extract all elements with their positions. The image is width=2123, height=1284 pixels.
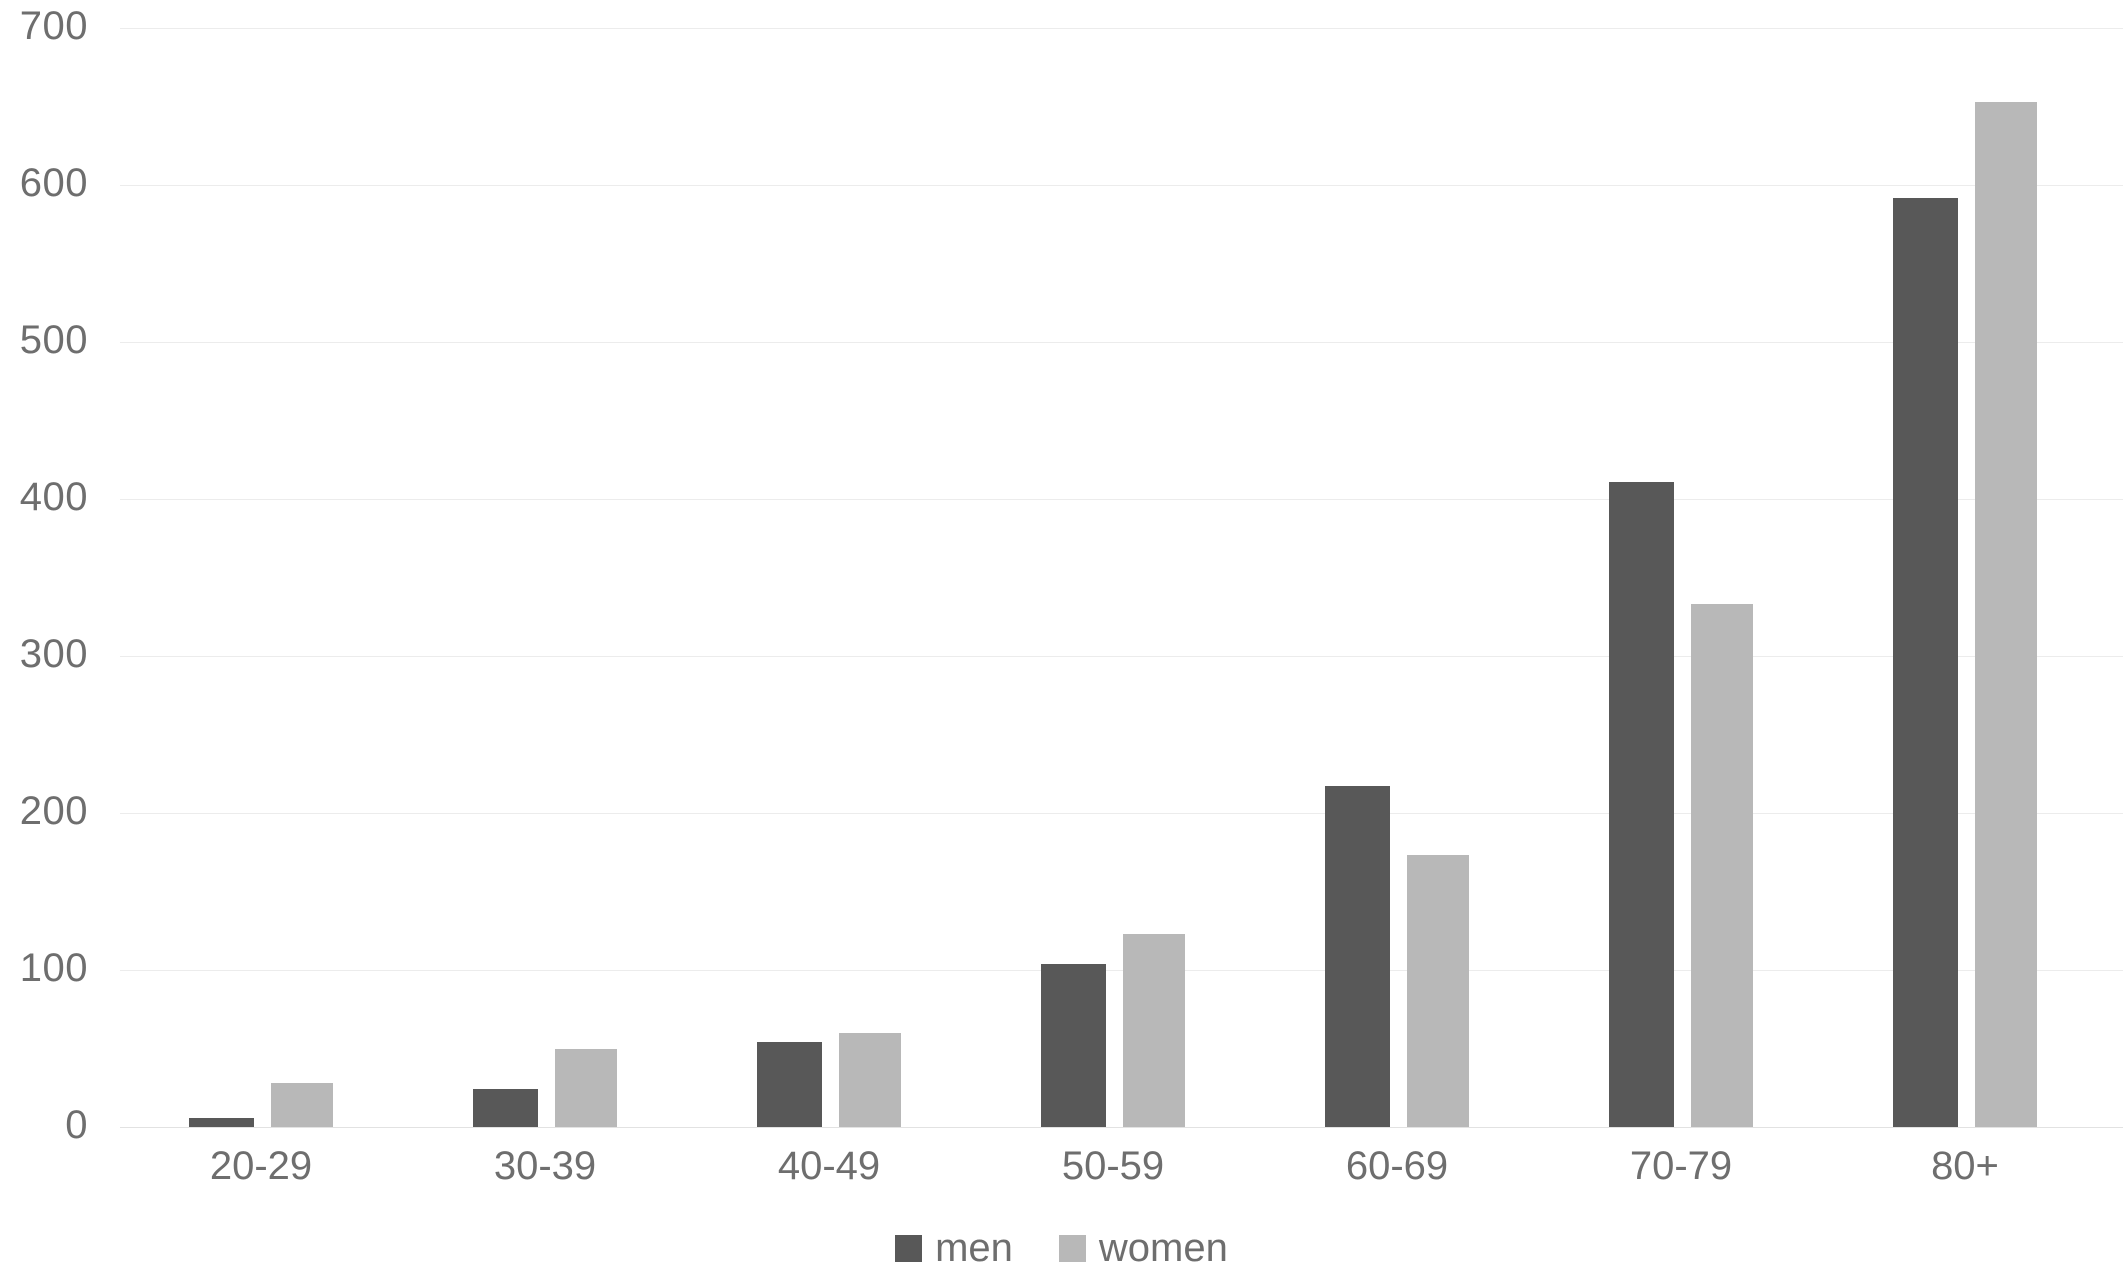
bar-men-40-49[interactable] <box>757 1042 822 1127</box>
y-axis-tick-100: 100 <box>19 946 88 990</box>
gridline-400 <box>120 499 2123 500</box>
y-axis-tick-500: 500 <box>19 318 88 362</box>
y-axis-tick-600: 600 <box>19 161 88 205</box>
bar-men-70-79[interactable] <box>1609 481 1674 1127</box>
bar-men-60-69[interactable] <box>1325 786 1390 1127</box>
gridline-200 <box>120 813 2123 814</box>
bar-women-70-79[interactable] <box>1691 604 1753 1127</box>
x-axis-label-20-29: 20-29 <box>209 1144 313 1188</box>
plot-area <box>120 0 2123 1128</box>
legend-swatch-icon-men <box>895 1234 923 1262</box>
bar-women-80+[interactable] <box>1975 101 2037 1127</box>
gridline-300 <box>120 656 2123 657</box>
x-axis-label-80+: 80+ <box>1931 1144 1999 1188</box>
gridline-0 <box>120 1127 2123 1128</box>
gridline-700 <box>120 28 2123 29</box>
x-axis-label-60-69: 60-69 <box>1345 1144 1449 1188</box>
x-axis-label-50-59: 50-59 <box>1061 1144 1165 1188</box>
bar-men-80+[interactable] <box>1893 197 1958 1127</box>
y-axis-tick-400: 400 <box>19 475 88 519</box>
legend-item-women[interactable]: women <box>1058 1226 1228 1270</box>
bar-men-30-39[interactable] <box>473 1089 538 1127</box>
bar-women-60-69[interactable] <box>1407 855 1469 1127</box>
x-axis-label-30-39: 30-39 <box>493 1144 597 1188</box>
legend-swatch-icon-women <box>1058 1234 1086 1262</box>
y-axis-tick-0: 0 <box>65 1103 88 1147</box>
legend-label-men: men <box>935 1226 1013 1270</box>
y-axis-tick-300: 300 <box>19 632 88 676</box>
x-axis-label-70-79: 70-79 <box>1629 1144 1733 1188</box>
gridline-500 <box>120 342 2123 343</box>
chart-legend: men women <box>0 1228 2123 1268</box>
y-axis-tick-200: 200 <box>19 789 88 833</box>
bar-women-30-39[interactable] <box>555 1048 617 1127</box>
legend-item-men[interactable]: men <box>895 1228 1013 1268</box>
x-axis-label-40-49: 40-49 <box>777 1144 881 1188</box>
gridline-600 <box>120 185 2123 186</box>
bar-women-40-49[interactable] <box>839 1032 901 1127</box>
bar-women-20-29[interactable] <box>271 1083 333 1127</box>
bar-men-20-29[interactable] <box>189 1117 254 1127</box>
bar-men-50-59[interactable] <box>1041 963 1106 1127</box>
legend-label-women: women <box>1098 1226 1228 1270</box>
y-axis-tick-700: 700 <box>19 4 88 48</box>
gridline-100 <box>120 970 2123 971</box>
bar-women-50-59[interactable] <box>1123 933 1185 1127</box>
